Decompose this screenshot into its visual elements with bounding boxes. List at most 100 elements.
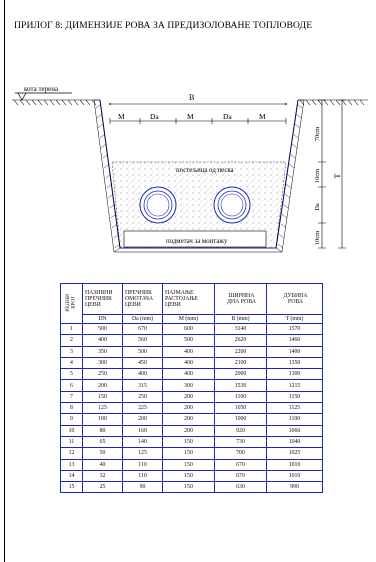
header-redni-broj: РЕДНИ БРОЈ (60, 283, 83, 324)
ground-label: кота терена (24, 85, 59, 93)
svg-text:M: M (118, 112, 125, 121)
sand-bed (111, 161, 287, 249)
table-cell: 2 (60, 334, 83, 347)
header-casing-diameter: ПРЕЧНИК ОМОТАЧА ЦЕВИ (122, 283, 163, 315)
table-body: 1 500 670 600 3140 1570 2 400 560 500 2620 1460 3 350… (60, 322, 323, 494)
table-cell: 110 (122, 458, 163, 471)
ground-level-marker: кота терена (15, 85, 72, 101)
table-cell: 350 (82, 345, 123, 358)
header-min-spacing: НАЈМАЊЕ РАСТОЈАЊЕ ЦЕВИ (162, 283, 215, 315)
table-row: 9 100 200 200 1000 1100 (60, 413, 323, 426)
table-row: 13 40 110 150 670 1010 (60, 458, 323, 471)
table-cell: 6 (60, 379, 83, 392)
table-cell: 1040 (266, 435, 323, 449)
table-cell: 5 (60, 368, 83, 381)
table-cell: 250 (122, 390, 163, 404)
table-cell: 400 (122, 368, 163, 381)
table-cell: 1460 (266, 334, 323, 347)
table-cell: 150 (82, 390, 123, 404)
width-dimension: B (109, 93, 287, 105)
table-cell: 160 (122, 424, 163, 437)
table-cell: 40 (82, 458, 123, 471)
header-nominal-diameter: НАЗИВНИ ПРЕЧНИК ЦЕВИ (82, 283, 123, 315)
table-cell: 670 (214, 469, 267, 483)
table-row: 15 25 90 150 630 990 (60, 481, 323, 494)
table-cell: 400 (162, 368, 215, 381)
table-cell: 2620 (214, 334, 267, 347)
table-row: 7 150 250 200 1100 1150 (60, 390, 323, 404)
dimensions-table: РЕДНИ БРОЈ НАЗИВНИ ПРЕЧНИК ЦЕВИ ПРЕЧНИК ОМОТ… (60, 283, 323, 494)
trench-drawing: кота терена постељица од песка подметач (12, 85, 368, 253)
table-cell: 150 (162, 481, 215, 494)
table-cell: 7 (60, 390, 83, 404)
pipe-left (139, 186, 177, 224)
table-cell: 9 (60, 413, 83, 426)
table-cell: 670 (122, 322, 163, 336)
table-header-row: РЕДНИ БРОЈ НАЗИВНИ ПРЕЧНИК ЦЕВИ ПРЕЧНИК ОМОТ… (60, 283, 323, 324)
table-units-row: DN Da (mm) M (mm) B (mm) T (mm) (61, 314, 323, 324)
table-cell: 2000 (214, 368, 267, 381)
svg-text:10cm: 10cm (314, 231, 321, 245)
width-label: B (189, 93, 194, 102)
table-row: 4 300 450 400 2100 1350 (60, 356, 323, 370)
table-cell: 32 (82, 469, 123, 483)
table-cell: 500 (82, 322, 123, 336)
table-cell: 730 (214, 435, 267, 449)
svg-text:Da: Da (223, 112, 232, 121)
svg-text:M: M (187, 112, 194, 121)
table-cell: 125 (82, 402, 123, 415)
svg-text:T: T (333, 173, 342, 178)
table-cell: 500 (122, 345, 163, 358)
table-row: 14 32 110 150 670 1010 (60, 469, 323, 483)
table-row: 5 250 400 400 2000 1300 (60, 368, 323, 381)
svg-text:70cm: 70cm (314, 127, 321, 141)
pipe-right (213, 186, 251, 224)
svg-text:Da: Da (314, 203, 321, 211)
svg-text:10cm: 10cm (314, 169, 321, 183)
table-cell: 560 (122, 334, 163, 347)
table-cell: 200 (82, 379, 123, 392)
table-cell: 1350 (266, 356, 323, 370)
table-cell: 90 (122, 481, 163, 494)
table-row: 10 80 160 200 920 1060 (60, 424, 323, 437)
table-cell: 670 (214, 458, 267, 471)
table-cell: 250 (82, 368, 123, 381)
table-cell: 630 (214, 481, 267, 494)
table-cell: 1570 (266, 322, 323, 336)
mounting-support (123, 230, 267, 248)
table-cell: 1300 (266, 368, 323, 381)
table-cell: 600 (162, 322, 215, 336)
table-row: 11 65 140 150 730 1040 (60, 435, 323, 449)
table-cell: 2200 (214, 345, 267, 358)
svg-text:M: M (259, 112, 266, 121)
table-cell: 200 (162, 424, 215, 437)
table-cell: 65 (82, 435, 123, 449)
header-trench-width: ШИРИНА ДНА РОВА (214, 283, 267, 315)
table-cell: 13 (60, 458, 83, 471)
table-cell: 12 (60, 447, 83, 460)
table-cell: 1530 (214, 379, 267, 392)
table-cell: 1100 (266, 413, 323, 426)
table-cell: 10 (60, 424, 83, 437)
table-cell: 500 (162, 334, 215, 347)
table-cell: 1400 (266, 345, 323, 358)
page-title: ПРИЛОГ 8: ДИМЕНЗИЈЕ РОВА ЗА ПРЕДИЗОЛОВАН… (14, 20, 313, 31)
table-cell: 1150 (266, 390, 323, 404)
table-cell: 450 (122, 356, 163, 370)
table-cell: 3 (60, 345, 83, 358)
table-cell: 1050 (214, 402, 267, 415)
table-cell: 1000 (214, 413, 267, 426)
table-cell: 150 (162, 435, 215, 449)
table-cell: 150 (162, 447, 215, 460)
unit-dn: DN (82, 314, 123, 324)
unit-b: B (mm) (214, 314, 267, 324)
table-cell: 11 (60, 435, 83, 449)
table-cell: 1025 (266, 447, 323, 460)
table-cell: 400 (82, 334, 123, 347)
table-cell: 150 (162, 458, 215, 471)
table-cell: 400 (162, 345, 215, 358)
svg-text:Da: Da (150, 112, 159, 121)
ground-hatching (12, 99, 368, 106)
table-row: 8 125 225 200 1050 1125 (60, 402, 323, 415)
table-cell: 315 (122, 379, 163, 392)
